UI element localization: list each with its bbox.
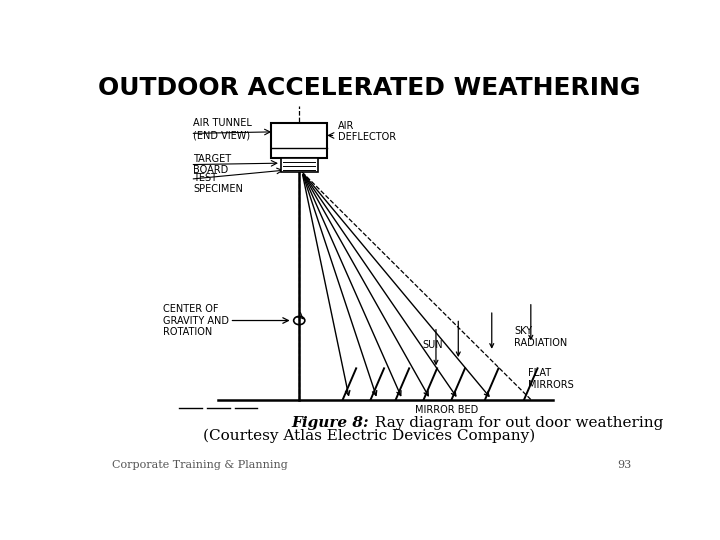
Text: AIR
DEFLECTOR: AIR DEFLECTOR	[338, 120, 397, 142]
Text: (Courtesy Atlas Electric Devices Company): (Courtesy Atlas Electric Devices Company…	[203, 429, 535, 443]
Text: Corporate Training & Planning: Corporate Training & Planning	[112, 460, 288, 470]
Text: OUTDOOR ACCELERATED WEATHERING: OUTDOOR ACCELERATED WEATHERING	[98, 76, 640, 100]
Bar	[281, 158, 318, 172]
Text: Figure 8:: Figure 8:	[292, 416, 369, 430]
Text: 93: 93	[617, 460, 631, 470]
Text: Ray diagram for out door weathering: Ray diagram for out door weathering	[370, 416, 664, 430]
Text: MIRROR BED: MIRROR BED	[415, 405, 479, 415]
Text: FLAT
MIRRORS: FLAT MIRRORS	[528, 368, 574, 389]
Text: AIR TUNNEL
(END VIEW): AIR TUNNEL (END VIEW)	[193, 118, 252, 140]
Text: CENTER OF
GRAVITY AND
ROTATION: CENTER OF GRAVITY AND ROTATION	[163, 304, 228, 337]
Text: SKY
RADIATION: SKY RADIATION	[514, 326, 567, 348]
Bar	[271, 123, 327, 158]
Text: TEST
SPECIMEN: TEST SPECIMEN	[193, 172, 243, 194]
Text: SUN: SUN	[422, 340, 443, 350]
Text: TARGET
BOARD: TARGET BOARD	[193, 154, 231, 176]
